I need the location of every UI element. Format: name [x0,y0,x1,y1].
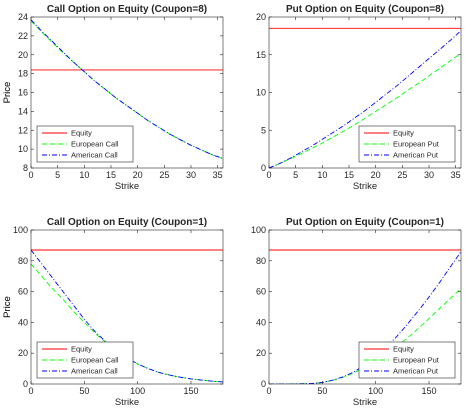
x-tick-label: 150 [183,386,198,396]
legend-entry: American Put [393,151,439,160]
y-axis-label: Price [2,82,13,104]
x-tick-label: 5 [55,170,60,180]
legend-entry: Equity [393,345,414,354]
y-tick-label: 40 [18,317,28,327]
chart-title: Call Option on Equity (Coupon=1) [47,217,207,228]
y-tick-label: 100 [13,225,28,235]
legend-entry: Equity [71,129,92,138]
y-tick-label: 10 [256,88,266,98]
chart-panel-2: 0 5 10 15 20 25 30 35 0 5 10 15 20 Put Option on Equi… [2,4,462,192]
x-tick-label: 10 [79,170,89,180]
x-tick-label: 50 [79,386,89,396]
x-tick-label: 20 [371,170,381,180]
legend-entry: American Call [71,151,118,160]
y-tick-label: 20 [18,50,28,60]
y-axis-label: Price [2,82,13,104]
legend-entry: American Put [393,367,439,376]
y-tick-label: 5 [261,125,266,135]
x-tick-label: 20 [133,170,143,180]
x-tick-label: 0 [266,170,271,180]
y-tick-label: 20 [256,12,266,22]
y-tick-label: 22 [18,31,28,41]
legend-entry: European Call [71,140,119,149]
x-axis-label: Strike [353,181,377,192]
x-tick-label: 10 [317,170,327,180]
legend-entry: European Put [393,140,440,149]
y-tick-label: 15 [256,50,266,60]
x-tick-label: 15 [344,170,354,180]
x-tick-label: 35 [213,170,223,180]
x-tick-label: 0 [28,386,33,396]
axes-box [30,229,224,385]
legend-entry: American Call [71,367,118,376]
x-tick-label: 35 [451,170,461,180]
legend-entry: European Put [393,356,440,365]
y-tick-label: 18 [18,69,28,79]
x-tick-label: 50 [317,386,327,396]
y-tick-label: 0 [261,163,266,173]
y-tick-label: 80 [18,256,28,266]
legend-entry: Equity [71,345,92,354]
y-tick-label: 24 [18,12,28,22]
legend: Equity European Call American Call [36,125,134,163]
legend: Equity European Put American Put [358,341,456,379]
x-tick-label: 30 [186,170,196,180]
y-tick-label: 20 [256,348,266,358]
x-tick-label: 25 [397,170,407,180]
x-tick-label: 0 [266,386,271,396]
chart-title: Put Option on Equity (Coupon=1) [286,217,444,228]
y-tick-label: 0 [23,379,28,389]
chart-panel-4: 0 50 100 150 0 20 40 60 80 100 Put Option on Equit… [2,217,462,408]
x-axis-label: Strike [353,397,377,408]
legend: Equity European Put American Put [358,125,456,163]
x-tick-label: 25 [159,170,169,180]
x-tick-label: 100 [130,386,145,396]
x-tick-label: 5 [293,170,298,180]
legend: Equity European Call American Call [36,341,134,379]
chart-panel-3: 0 50 100 150 0 20 40 60 80 100 Call Option on Equi… [2,217,224,408]
y-tick-label: 0 [261,379,266,389]
x-tick-label: 150 [421,386,436,396]
y-tick-label: 80 [256,256,266,266]
y-tick-label: 14 [18,106,28,116]
y-tick-label: 100 [251,225,266,235]
legend-entry: European Call [71,356,119,365]
series-line-3 [31,249,223,383]
chart-panel-1: 0 5 10 15 20 25 30 35 8 10 12 14 16 18 20 22 24 Call Opti… [2,4,224,192]
chart-title: Put Option on Equity (Coupon=8) [286,4,444,15]
x-axis-label: Strike [115,397,139,408]
series-line-2 [269,52,461,168]
legend-entry: Equity [393,129,414,138]
x-tick-label: 30 [424,170,434,180]
y-tick-label: 12 [18,125,28,135]
series-line-3 [269,30,461,168]
y-tick-label: 16 [18,88,28,98]
x-tick-label: 100 [368,386,383,396]
chart-title: Call Option on Equity (Coupon=8) [47,4,207,15]
x-axis-label: Strike [115,181,139,192]
y-tick-label: 60 [18,287,28,297]
x-tick-label: 0 [28,170,33,180]
y-axis-label: Price [2,296,13,318]
y-tick-label: 8 [23,163,28,173]
y-axis-label: Price [2,296,13,318]
y-tick-label: 20 [18,348,28,358]
y-tick-label: 10 [18,144,28,154]
y-tick-label: 60 [256,287,266,297]
x-tick-label: 15 [106,170,116,180]
axes-box [268,229,462,385]
series-line-3 [31,19,223,160]
y-tick-label: 40 [256,317,266,327]
